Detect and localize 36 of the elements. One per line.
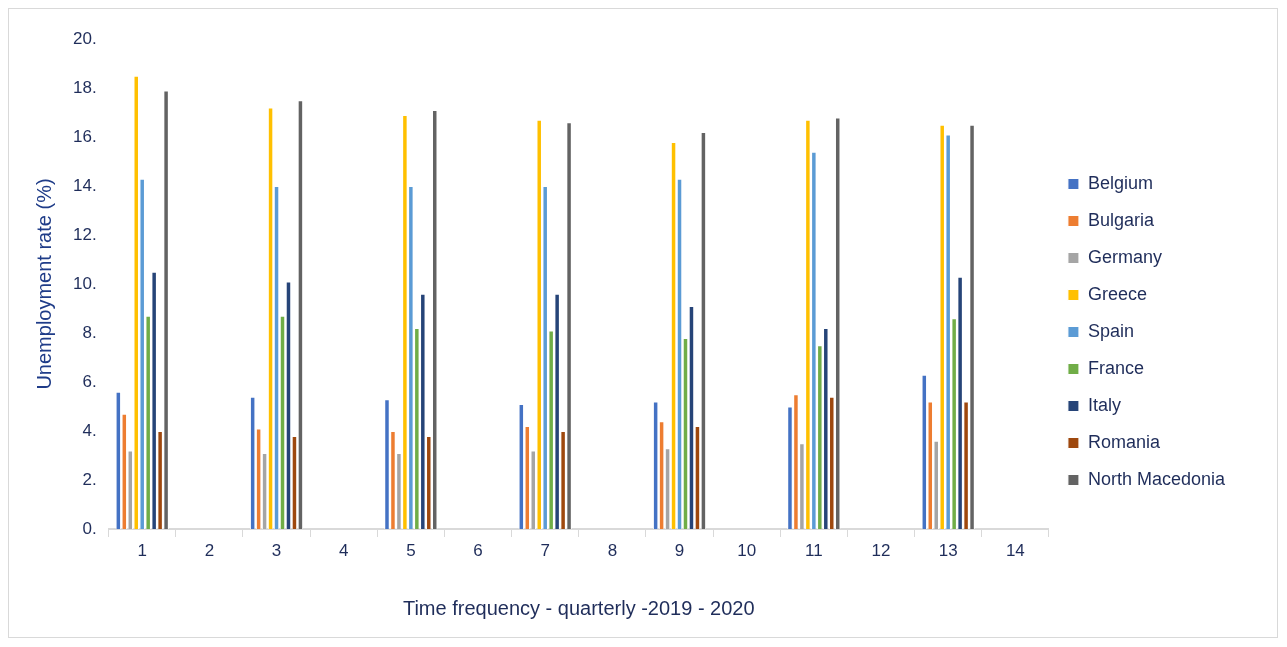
legend-label: Romania <box>1087 431 1161 452</box>
x-tick-label: 9 <box>674 541 685 561</box>
y-axis-title: Unemployment rate (%) <box>32 178 55 390</box>
y-tick-label: 2. <box>82 469 97 489</box>
x-tick-label: 14 <box>1005 541 1025 561</box>
x-tick-label: 7 <box>540 541 550 561</box>
x-tick-label: 3 <box>271 541 282 561</box>
x-tick-label: 4 <box>338 541 349 561</box>
legend-label: Germany <box>1087 246 1162 267</box>
x-tick-label: 13 <box>938 541 958 561</box>
y-tick-label: 16. <box>72 126 97 146</box>
y-tick-label: 18. <box>72 77 97 97</box>
x-tick-label: 10 <box>737 541 757 561</box>
legend-label: North Macedonia <box>1087 468 1226 489</box>
legend-label: Belgium <box>1087 172 1153 193</box>
y-tick-label: 10. <box>72 273 97 293</box>
y-tick-label: 20. <box>72 28 97 48</box>
y-tick-label: 8. <box>82 322 97 342</box>
x-tick-label: 12 <box>871 541 891 561</box>
x-axis-title: Time frequency - quarterly -2019 - 2020 <box>402 596 755 619</box>
y-tick-label: 14. <box>72 175 97 195</box>
x-tick-label: 1 <box>137 541 147 561</box>
x-tick-label: 5 <box>406 541 416 561</box>
legend-label: Bulgaria <box>1087 209 1155 230</box>
x-tick-label: 8 <box>607 541 618 561</box>
y-tick-label: 12. <box>72 224 97 244</box>
legend-label: Italy <box>1087 394 1121 415</box>
legend-label: Greece <box>1087 283 1147 304</box>
x-tick-label: 2 <box>204 541 215 561</box>
legend-label: France <box>1087 357 1144 378</box>
y-tick-label: 6. <box>82 371 97 391</box>
legend-label: Spain <box>1087 320 1134 341</box>
y-tick-label: 4. <box>82 420 97 440</box>
x-tick-label: 11 <box>805 541 823 561</box>
x-tick-label: 6 <box>473 541 483 561</box>
y-tick-label: 0. <box>82 518 97 538</box>
